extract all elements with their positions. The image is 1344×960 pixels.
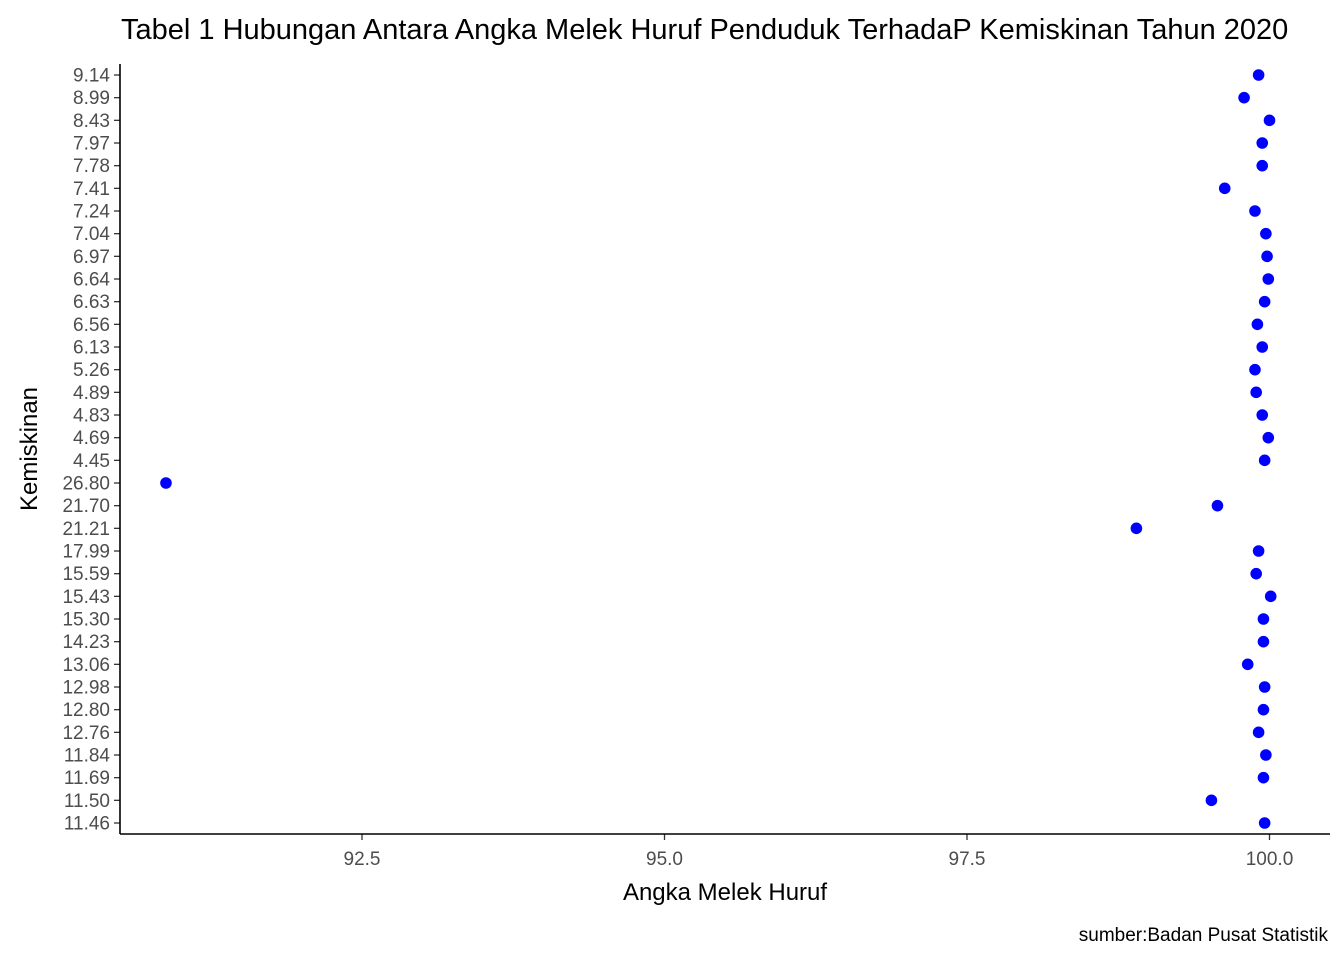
y-tick-label: 6.63 — [73, 292, 110, 313]
x-tick-label: 100.0 — [1246, 849, 1294, 870]
y-tick-label: 11.69 — [64, 768, 110, 789]
data-point — [1258, 295, 1271, 308]
chart-title: Tabel 1 Hubungan Antara Angka Melek Huru… — [121, 14, 1288, 46]
y-tick-label: 8.99 — [73, 88, 110, 109]
y-tick-label: 9.14 — [73, 66, 110, 87]
y-tick-label: 4.89 — [73, 383, 110, 404]
y-axis-title: Kemiskinan — [16, 387, 43, 511]
y-tick-label: 6.64 — [73, 270, 110, 291]
data-point — [1256, 409, 1269, 421]
data-point — [1258, 681, 1271, 693]
data-point — [1252, 726, 1265, 739]
data-point — [1218, 182, 1231, 195]
y-tick-label: 7.78 — [73, 156, 110, 177]
y-tick-label: 7.04 — [73, 224, 110, 245]
data-point — [1260, 227, 1272, 240]
data-point — [1257, 613, 1270, 625]
y-tick-label: 8.43 — [73, 111, 110, 132]
data-point — [1257, 771, 1270, 784]
data-point — [1211, 499, 1224, 512]
data-point — [1250, 386, 1262, 399]
data-point — [1250, 567, 1262, 580]
data-point — [1252, 69, 1265, 81]
data-point — [1262, 273, 1275, 285]
data-point — [1249, 363, 1261, 376]
data-points — [160, 69, 1277, 829]
data-point — [160, 477, 172, 489]
y-axis-ticks: 11.4611.5011.6911.8412.7612.8012.9813.06… — [62, 66, 120, 835]
data-point — [1130, 522, 1143, 535]
y-tick-label: 4.69 — [73, 428, 110, 449]
data-point — [1263, 114, 1276, 127]
y-tick-label: 7.97 — [73, 134, 110, 155]
data-point — [1264, 590, 1277, 603]
data-point — [1258, 454, 1271, 467]
x-axis-ticks: 92.5 95.0 97.5 100.0 — [344, 834, 1294, 870]
data-point — [1260, 749, 1272, 761]
y-tick-label: 6.13 — [73, 338, 110, 359]
y-tick-label: 21.70 — [62, 496, 110, 517]
data-point — [1261, 250, 1273, 263]
y-tick-label: 12.76 — [62, 723, 110, 744]
data-point — [1257, 635, 1270, 648]
y-tick-label: 26.80 — [62, 474, 110, 495]
y-tick-label: 11.50 — [64, 791, 110, 812]
data-point — [1256, 341, 1269, 353]
data-point — [1258, 817, 1271, 829]
x-tick-label: 92.5 — [344, 849, 381, 870]
y-tick-label: 15.30 — [62, 610, 110, 631]
x-axis-title: Angka Melek Huruf — [623, 879, 827, 906]
data-point — [1252, 545, 1265, 557]
y-tick-label: 4.83 — [73, 406, 110, 427]
y-tick-label: 6.97 — [73, 247, 110, 268]
y-tick-label: 5.26 — [73, 360, 110, 381]
data-point — [1238, 91, 1250, 104]
y-tick-label: 6.56 — [73, 315, 110, 336]
data-point — [1257, 703, 1270, 716]
data-point — [1205, 794, 1218, 807]
data-point — [1256, 159, 1269, 172]
data-point — [1251, 318, 1264, 331]
y-tick-label: 11.46 — [64, 814, 110, 835]
y-tick-label: 7.41 — [73, 179, 110, 200]
x-tick-label: 97.5 — [949, 849, 986, 870]
y-tick-label: 17.99 — [62, 542, 110, 563]
data-point — [1241, 658, 1254, 671]
y-tick-label: 15.59 — [62, 564, 110, 585]
y-tick-label: 12.98 — [62, 678, 110, 699]
y-tick-label: 7.24 — [73, 202, 110, 223]
data-point — [1249, 205, 1261, 217]
y-tick-label: 11.84 — [64, 746, 111, 767]
y-tick-label: 12.80 — [62, 700, 110, 721]
y-tick-label: 13.06 — [62, 655, 110, 676]
data-point — [1262, 431, 1275, 444]
y-tick-label: 14.23 — [62, 632, 110, 653]
y-tick-label: 15.43 — [62, 587, 110, 608]
data-point — [1256, 137, 1269, 149]
y-tick-label: 4.45 — [73, 451, 110, 472]
caption-source: sumber:Badan Pusat Statistik — [1079, 925, 1329, 946]
y-tick-label: 21.21 — [62, 519, 110, 540]
x-tick-label: 95.0 — [646, 849, 683, 870]
